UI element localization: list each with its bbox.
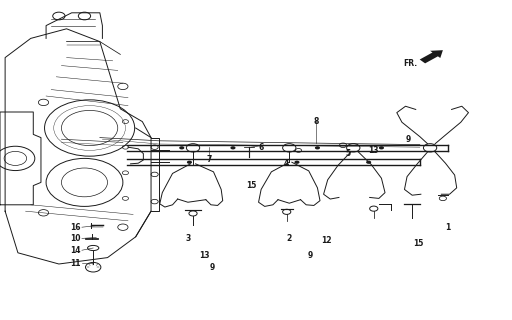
Circle shape (187, 161, 192, 164)
Text: 12: 12 (322, 236, 332, 245)
Text: 7: 7 (206, 156, 211, 164)
Text: 13: 13 (369, 146, 379, 155)
Circle shape (315, 146, 320, 149)
Text: 16: 16 (71, 223, 81, 232)
Text: 11: 11 (71, 259, 81, 268)
Circle shape (179, 146, 184, 149)
Text: 14: 14 (71, 246, 81, 255)
Text: FR.: FR. (403, 60, 418, 68)
Circle shape (366, 161, 371, 164)
Circle shape (294, 161, 300, 164)
Circle shape (230, 146, 236, 149)
Text: 15: 15 (414, 239, 424, 248)
Text: 15: 15 (246, 181, 256, 190)
Text: 1: 1 (445, 223, 451, 232)
Text: 10: 10 (71, 234, 81, 243)
FancyArrow shape (420, 50, 443, 63)
Text: 13: 13 (200, 252, 210, 260)
Text: 5: 5 (346, 149, 351, 158)
Text: 8: 8 (314, 117, 319, 126)
Text: 6: 6 (259, 143, 264, 152)
Text: 9: 9 (308, 252, 313, 260)
Text: 9: 9 (210, 263, 215, 272)
Circle shape (379, 146, 384, 149)
Text: 3: 3 (186, 234, 191, 243)
Text: 4: 4 (284, 159, 289, 168)
Text: 2: 2 (287, 234, 292, 243)
Text: 9: 9 (406, 135, 411, 144)
